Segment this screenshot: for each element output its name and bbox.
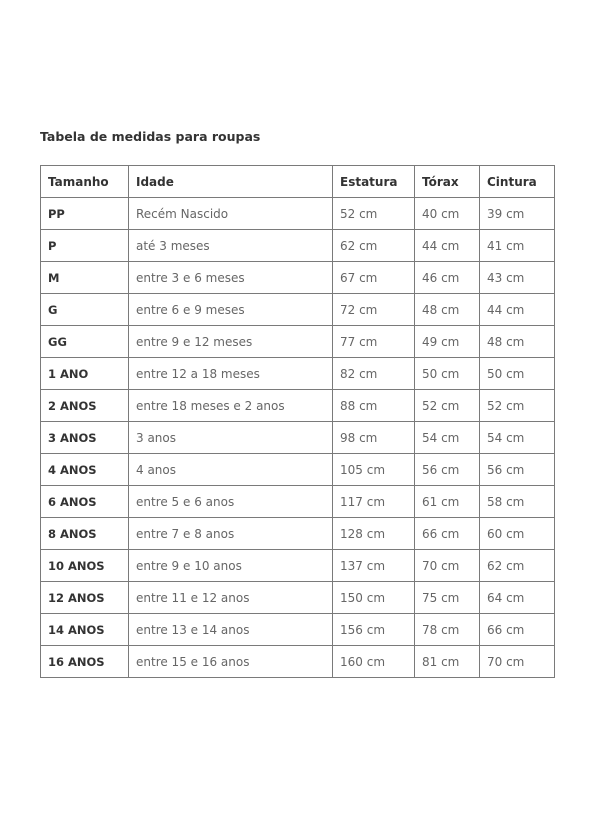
cell-chest: 66 cm — [414, 517, 480, 550]
cell-chest: 46 cm — [414, 261, 480, 294]
cell-chest: 50 cm — [414, 357, 480, 390]
table-header-row: Tamanho Idade Estatura Tórax Cintura — [40, 165, 555, 198]
cell-height: 150 cm — [332, 581, 415, 614]
cell-height: 72 cm — [332, 293, 415, 326]
cell-height: 52 cm — [332, 197, 415, 230]
table-row: 16 ANOS entre 15 e 16 anos 160 cm 81 cm 70 c… — [40, 645, 555, 678]
table-row: 6 ANOS entre 5 e 6 anos 117 cm 61 cm 58 cm — [40, 485, 555, 518]
cell-age: 3 anos — [128, 421, 333, 454]
cell-age: entre 12 a 18 meses — [128, 357, 333, 390]
cell-size: PP — [40, 197, 129, 230]
size-table: Tamanho Idade Estatura Tórax Cintura PP Recém… — [40, 165, 555, 678]
cell-chest: 78 cm — [414, 613, 480, 646]
cell-age: entre 9 e 10 anos — [128, 549, 333, 582]
cell-size: 14 ANOS — [40, 613, 129, 646]
header-waist: Cintura — [479, 165, 555, 198]
table-row: GG entre 9 e 12 meses 77 cm 49 cm 48 cm — [40, 325, 555, 358]
cell-size: 16 ANOS — [40, 645, 129, 678]
header-size: Tamanho — [40, 165, 129, 198]
cell-height: 77 cm — [332, 325, 415, 358]
cell-chest: 81 cm — [414, 645, 480, 678]
cell-age: até 3 meses — [128, 229, 333, 262]
cell-chest: 54 cm — [414, 421, 480, 454]
cell-waist: 44 cm — [479, 293, 555, 326]
cell-waist: 43 cm — [479, 261, 555, 294]
cell-height: 128 cm — [332, 517, 415, 550]
cell-age: entre 3 e 6 meses — [128, 261, 333, 294]
cell-height: 156 cm — [332, 613, 415, 646]
cell-chest: 75 cm — [414, 581, 480, 614]
table-row: 10 ANOS entre 9 e 10 anos 137 cm 70 cm 62 cm — [40, 549, 555, 582]
cell-waist: 66 cm — [479, 613, 555, 646]
cell-height: 160 cm — [332, 645, 415, 678]
cell-height: 105 cm — [332, 453, 415, 486]
cell-size: G — [40, 293, 129, 326]
cell-waist: 52 cm — [479, 389, 555, 422]
header-age: Idade — [128, 165, 333, 198]
cell-chest: 48 cm — [414, 293, 480, 326]
table-row: 12 ANOS entre 11 e 12 anos 150 cm 75 cm 64 c… — [40, 581, 555, 614]
cell-chest: 61 cm — [414, 485, 480, 518]
cell-age: entre 18 meses e 2 anos — [128, 389, 333, 422]
cell-age: entre 11 e 12 anos — [128, 581, 333, 614]
cell-waist: 62 cm — [479, 549, 555, 582]
cell-height: 137 cm — [332, 549, 415, 582]
page-title: Tabela de medidas para roupas — [40, 129, 261, 144]
table-row: 8 ANOS entre 7 e 8 anos 128 cm 66 cm 60 cm — [40, 517, 555, 550]
cell-waist: 70 cm — [479, 645, 555, 678]
cell-size: GG — [40, 325, 129, 358]
cell-height: 88 cm — [332, 389, 415, 422]
cell-age: entre 6 e 9 meses — [128, 293, 333, 326]
cell-size: 3 ANOS — [40, 421, 129, 454]
cell-age: entre 7 e 8 anos — [128, 517, 333, 550]
cell-waist: 48 cm — [479, 325, 555, 358]
cell-size: M — [40, 261, 129, 294]
cell-chest: 40 cm — [414, 197, 480, 230]
cell-size: 2 ANOS — [40, 389, 129, 422]
cell-waist: 56 cm — [479, 453, 555, 486]
table-row: 2 ANOS entre 18 meses e 2 anos 88 cm 52 cm 5… — [40, 389, 555, 422]
cell-size: 12 ANOS — [40, 581, 129, 614]
cell-size: 8 ANOS — [40, 517, 129, 550]
cell-age: entre 15 e 16 anos — [128, 645, 333, 678]
cell-chest: 56 cm — [414, 453, 480, 486]
cell-age: 4 anos — [128, 453, 333, 486]
cell-age: entre 13 e 14 anos — [128, 613, 333, 646]
table-row: 4 ANOS 4 anos 105 cm 56 cm 56 cm — [40, 453, 555, 486]
cell-chest: 44 cm — [414, 229, 480, 262]
table-row: 1 ANO entre 12 a 18 meses 82 cm 50 cm 50 cm — [40, 357, 555, 390]
cell-waist: 39 cm — [479, 197, 555, 230]
cell-size: 1 ANO — [40, 357, 129, 390]
cell-chest: 49 cm — [414, 325, 480, 358]
cell-chest: 70 cm — [414, 549, 480, 582]
cell-chest: 52 cm — [414, 389, 480, 422]
cell-height: 67 cm — [332, 261, 415, 294]
cell-waist: 64 cm — [479, 581, 555, 614]
cell-waist: 60 cm — [479, 517, 555, 550]
cell-size: P — [40, 229, 129, 262]
cell-age: Recém Nascido — [128, 197, 333, 230]
table-row: 14 ANOS entre 13 e 14 anos 156 cm 78 cm 66 c… — [40, 613, 555, 646]
cell-waist: 50 cm — [479, 357, 555, 390]
cell-height: 117 cm — [332, 485, 415, 518]
cell-waist: 54 cm — [479, 421, 555, 454]
cell-size: 6 ANOS — [40, 485, 129, 518]
cell-age: entre 9 e 12 meses — [128, 325, 333, 358]
header-chest: Tórax — [414, 165, 480, 198]
cell-height: 82 cm — [332, 357, 415, 390]
cell-waist: 58 cm — [479, 485, 555, 518]
cell-age: entre 5 e 6 anos — [128, 485, 333, 518]
cell-size: 4 ANOS — [40, 453, 129, 486]
header-height: Estatura — [332, 165, 415, 198]
cell-height: 98 cm — [332, 421, 415, 454]
cell-height: 62 cm — [332, 229, 415, 262]
table-row: 3 ANOS 3 anos 98 cm 54 cm 54 cm — [40, 421, 555, 454]
cell-size: 10 ANOS — [40, 549, 129, 582]
table-row: PP Recém Nascido 52 cm 40 cm 39 cm — [40, 197, 555, 230]
cell-waist: 41 cm — [479, 229, 555, 262]
